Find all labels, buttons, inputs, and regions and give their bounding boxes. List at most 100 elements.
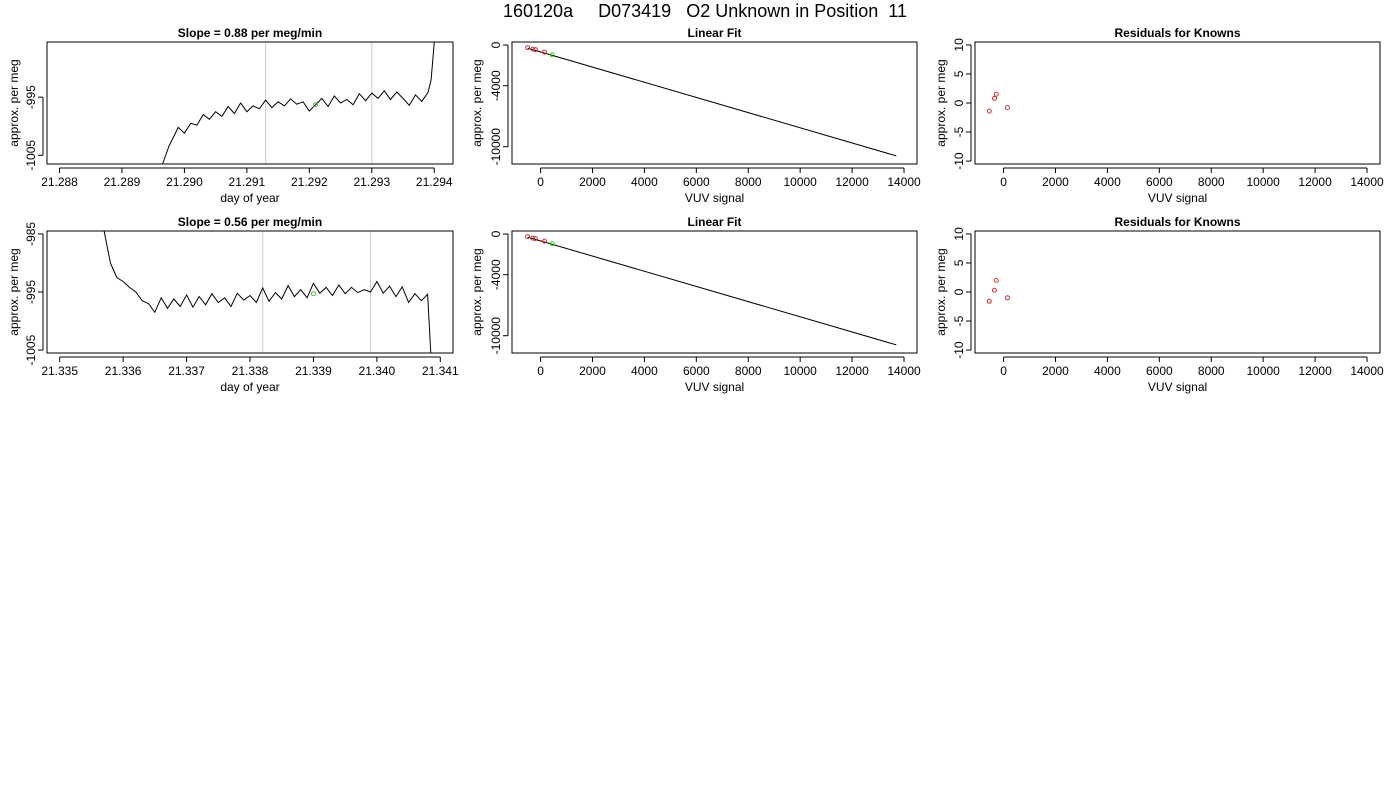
slope-panel-1: Slope = 0.88 per meg/min 21.288 21.289 21.2… (7, 26, 454, 205)
x-tick-label: 12000 (835, 175, 869, 189)
x-tick-label: 14000 (1350, 175, 1384, 189)
y-tick-label: 0 (952, 99, 966, 106)
plot-frame (511, 41, 918, 165)
x-tick-label: 10000 (783, 364, 817, 378)
y-axis-label: approx. per meg (470, 248, 484, 335)
x-tick-label: 6000 (1146, 364, 1173, 378)
run-id: 160120a (503, 1, 574, 21)
y-tick-label: -1005 (24, 140, 38, 171)
known-point (530, 46, 536, 52)
x-tick-label: 21.289 (104, 175, 141, 189)
x-tick-label: 21.291 (229, 175, 266, 189)
x-tick-label: 21.337 (168, 364, 205, 378)
x-tick-label: 8000 (735, 364, 762, 378)
chart-title: Slope = 0.56 per meg/min (178, 215, 322, 229)
x-tick-label: 21.338 (232, 364, 269, 378)
x-tick-label: 4000 (1094, 175, 1121, 189)
chart-title: Linear Fit (687, 215, 741, 229)
x-tick-label: 21.339 (295, 364, 332, 378)
title-description: O2 Unknown in Position 11 (686, 1, 907, 21)
y-axis-label: approx. per meg (470, 59, 484, 146)
unknown-point (549, 241, 555, 247)
x-tick-label: 10000 (783, 175, 817, 189)
y-axis-label: approx. per meg (934, 248, 948, 335)
known-point (525, 234, 531, 240)
fit-line (527, 236, 897, 346)
slope-panel-2: Slope = 0.56 per meg/min 21.335 21.336 21.3… (7, 215, 459, 394)
x-tick-label: 4000 (631, 364, 658, 378)
plot-area (525, 234, 897, 346)
x-tick-label: 21.341 (422, 364, 459, 378)
y-tick-label: 0 (489, 41, 503, 48)
known-point (986, 108, 992, 114)
y-tick-label: -985 (24, 222, 38, 246)
known-point (541, 49, 547, 55)
x-tick-label: 10000 (1246, 364, 1280, 378)
x-tick-label: 21.340 (359, 364, 396, 378)
x-axis-label: day of year (220, 380, 279, 394)
x-tick-label: 2000 (579, 175, 606, 189)
unknown-point (549, 52, 555, 58)
x-axis-label: VUV signal (1148, 380, 1207, 394)
y-tick-label: -4000 (489, 259, 503, 290)
plot-frame (974, 41, 1381, 165)
x-tick-label: 6000 (1146, 175, 1173, 189)
y-axis-label: approx. per meg (7, 59, 21, 146)
x-tick-label: 8000 (1198, 364, 1225, 378)
x-tick-label: 8000 (1198, 175, 1225, 189)
x-axis-label: VUV signal (685, 380, 744, 394)
x-tick-label: 10000 (1246, 175, 1280, 189)
x-axis-label: VUV signal (685, 191, 744, 205)
plot-area (525, 45, 897, 157)
x-tick-label: 2000 (1042, 364, 1069, 378)
x-tick-label: 0 (537, 175, 544, 189)
plot-frame (511, 230, 918, 354)
known-point (541, 238, 547, 244)
unknown-point (310, 291, 316, 297)
x-tick-label: 21.292 (291, 175, 328, 189)
chart-title: Linear Fit (687, 26, 741, 40)
x-tick-label: 21.294 (416, 175, 453, 189)
plot-area (162, 42, 435, 164)
y-tick-label: 5 (952, 70, 966, 77)
known-point (532, 47, 538, 53)
x-tick-label: 12000 (835, 364, 869, 378)
x-tick-label: 14000 (887, 364, 921, 378)
known-point (991, 287, 997, 293)
x-tick-label: 14000 (887, 175, 921, 189)
signal-trace (103, 231, 432, 353)
x-tick-label: 12000 (1298, 364, 1332, 378)
known-point (525, 45, 531, 51)
plot-frame (974, 230, 1381, 354)
y-tick-label: -995 (24, 280, 38, 304)
unknown-point (313, 102, 319, 108)
y-tick-label: -4000 (489, 70, 503, 101)
known-point (530, 235, 536, 241)
known-point (991, 95, 997, 101)
x-axis-label: day of year (220, 191, 279, 205)
y-tick-label: -5 (952, 126, 966, 137)
x-tick-label: 0 (1000, 364, 1007, 378)
x-axis-label: VUV signal (1148, 191, 1207, 205)
x-tick-label: 21.336 (105, 364, 142, 378)
x-tick-label: 0 (1000, 175, 1007, 189)
y-tick-label: 10 (952, 38, 966, 52)
x-tick-label: 14000 (1350, 364, 1384, 378)
fit-line (527, 47, 897, 157)
known-point (993, 91, 999, 97)
y-axis-label: approx. per meg (7, 248, 21, 335)
y-tick-label: -10000 (489, 128, 503, 166)
x-tick-label: 2000 (579, 364, 606, 378)
x-tick-label: 2000 (1042, 175, 1069, 189)
x-tick-label: 4000 (1094, 364, 1121, 378)
plot-area (986, 91, 1010, 114)
chart-title: Slope = 0.88 per meg/min (178, 26, 322, 40)
fit-panel-1: Linear Fit 0 2000 4000 6000 8000 10000 12000 140… (470, 26, 921, 205)
y-tick-label: -10 (952, 152, 966, 170)
x-tick-label: 21.293 (353, 175, 390, 189)
y-tick-label: -1005 (24, 334, 38, 365)
plot-frame (46, 41, 454, 165)
x-tick-label: 4000 (631, 175, 658, 189)
x-tick-label: 8000 (735, 175, 762, 189)
